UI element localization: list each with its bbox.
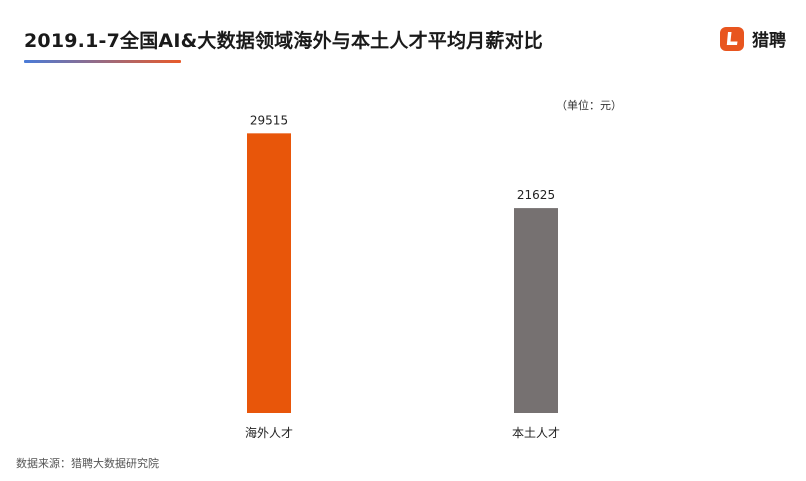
data-label: 29515 (250, 113, 288, 127)
brand-name: 猎聘 (752, 31, 786, 51)
data-source-note: 数据来源：猎聘大数据研究院 (16, 457, 159, 470)
data-label: 21625 (517, 188, 555, 202)
unit-note: （单位：元） (556, 99, 622, 112)
chart-title: 2019.1-7全国AI&大数据领域海外与本土人才平均月薪对比 (24, 30, 543, 52)
category-label: 海外人才 (245, 425, 293, 440)
bar-local (514, 208, 558, 413)
brand-logo: 猎聘 (720, 26, 786, 51)
title-underline (24, 60, 181, 63)
category-label: 本土人才 (512, 426, 560, 440)
liepin-logo-icon (720, 26, 744, 51)
bar-overseas (247, 133, 291, 413)
